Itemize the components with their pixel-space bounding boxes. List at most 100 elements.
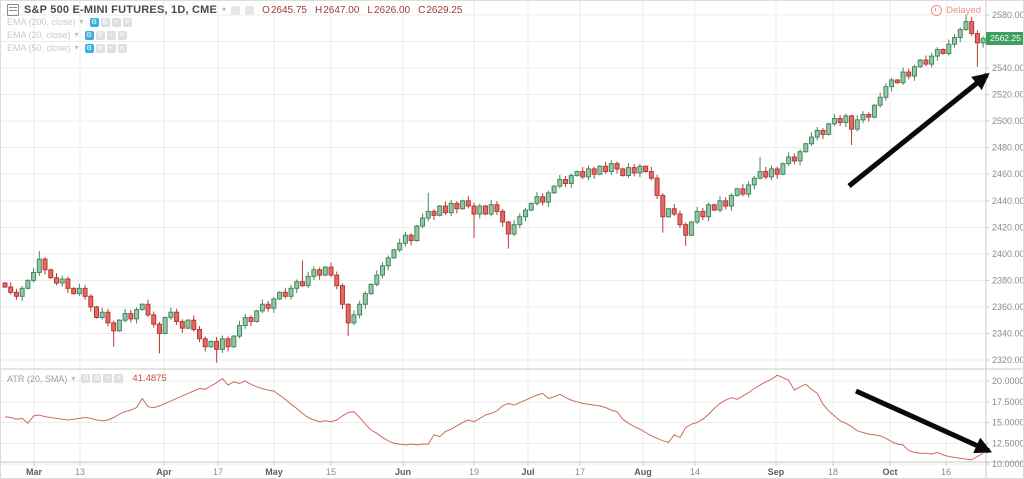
candle (19, 287, 25, 297)
candle (94, 306, 100, 319)
candle (568, 175, 574, 185)
candle (317, 269, 323, 276)
price-axis[interactable] (986, 1, 1023, 478)
time-axis-label: 17 (575, 467, 585, 477)
chevron-down-icon[interactable]: ▾ (74, 30, 79, 39)
atr-label[interactable]: ATR (20, SMA) (7, 373, 68, 384)
candle (494, 204, 500, 212)
ema-200-label[interactable]: EMA (200, close) (7, 17, 76, 27)
ema-50-label[interactable]: EMA (50, close) (7, 43, 71, 53)
candle (368, 283, 374, 295)
visibility-icon[interactable]: ⚙ (84, 43, 94, 53)
time-axis-label: Jul (521, 467, 534, 477)
time-axis-label: 14 (690, 467, 700, 477)
candle (36, 258, 42, 273)
candle (894, 79, 900, 84)
candle (940, 49, 946, 54)
price-axis-label: 2320.00 (992, 355, 1024, 365)
time-axis[interactable] (1, 462, 986, 478)
candle (757, 171, 763, 179)
candle (122, 313, 128, 321)
chevron-down-icon[interactable]: ▾ (74, 43, 79, 52)
close-icon[interactable]: ✕ (117, 30, 127, 40)
gear-icon[interactable]: ⚙ (92, 374, 102, 383)
series-menu-icon[interactable] (7, 4, 19, 16)
candle (139, 303, 145, 311)
candle (780, 163, 786, 175)
candle (528, 202, 534, 211)
visibility-icon[interactable]: ⚙ (81, 374, 91, 383)
annotation-arrow[interactable] (847, 72, 990, 188)
time-axis-label: Oct (882, 467, 897, 477)
candle (563, 179, 569, 185)
candle (929, 55, 935, 65)
gear-icon[interactable]: ⚙ (95, 30, 105, 40)
candle (666, 208, 672, 218)
eye-icon[interactable] (231, 5, 241, 15)
plus-icon[interactable]: + (111, 17, 121, 27)
candle (585, 168, 591, 178)
price-axis-label: 2420.00 (992, 222, 1024, 232)
candle (534, 196, 540, 204)
candle (25, 279, 31, 289)
more-icon[interactable] (245, 5, 255, 15)
close-icon[interactable]: ✕ (114, 374, 124, 383)
candle (952, 37, 958, 45)
candle (728, 194, 734, 207)
annotation-arrow[interactable] (854, 388, 993, 454)
candle (545, 192, 551, 203)
price-axis-label: 2360.00 (992, 302, 1024, 312)
candle (380, 265, 386, 276)
candle (299, 281, 305, 287)
symbol-title[interactable]: S&P 500 E-MINI FUTURES, 1D, CME (24, 4, 218, 16)
time-axis-label: 15 (326, 467, 336, 477)
candle (683, 224, 689, 236)
candle (191, 319, 197, 330)
candle (59, 278, 65, 284)
candle (185, 319, 191, 329)
open-value: O2645.75 (262, 4, 307, 16)
plus-icon[interactable]: + (106, 43, 116, 53)
candle (820, 129, 826, 135)
candle (111, 322, 117, 332)
candle (677, 213, 683, 226)
candle (328, 266, 334, 276)
candle (488, 204, 494, 215)
candle (871, 104, 877, 118)
candle (282, 291, 288, 297)
price-badge: 2562.25 (986, 32, 1023, 45)
plus-icon[interactable]: + (103, 374, 113, 383)
candle (700, 210, 706, 218)
candle (477, 205, 483, 215)
atr-value: 41.4875 (132, 373, 167, 384)
close-icon[interactable]: ✕ (122, 17, 132, 27)
time-axis-label: 18 (828, 467, 838, 477)
chevron-down-icon[interactable]: ▾ (71, 373, 76, 383)
price-axis-label: 2460.00 (992, 169, 1024, 179)
price-axis-label: 2540.00 (992, 63, 1024, 73)
visibility-icon[interactable]: ⚙ (89, 17, 99, 27)
candle (105, 311, 111, 324)
close-icon[interactable]: ✕ (117, 43, 127, 53)
candle (2, 282, 8, 288)
candle (134, 309, 140, 320)
plus-icon[interactable]: + (106, 30, 116, 40)
candle (608, 163, 614, 173)
candle (740, 188, 746, 195)
chevron-down-icon[interactable]: ▾ (79, 17, 84, 26)
gear-icon[interactable]: ⚙ (100, 17, 110, 27)
ema-20-label[interactable]: EMA (20, close) (7, 30, 71, 40)
candle (168, 311, 174, 319)
visibility-icon[interactable]: ⚙ (84, 30, 94, 40)
gear-icon[interactable]: ⚙ (95, 43, 105, 53)
time-axis-label: May (265, 467, 283, 477)
chevron-down-icon[interactable]: ▾ (222, 5, 227, 14)
delayed-badge: Delayed (931, 5, 981, 16)
candle (803, 143, 809, 153)
candle (866, 114, 872, 118)
candle (179, 321, 185, 329)
candle (597, 165, 603, 175)
candle (357, 303, 363, 316)
candle (643, 165, 649, 173)
